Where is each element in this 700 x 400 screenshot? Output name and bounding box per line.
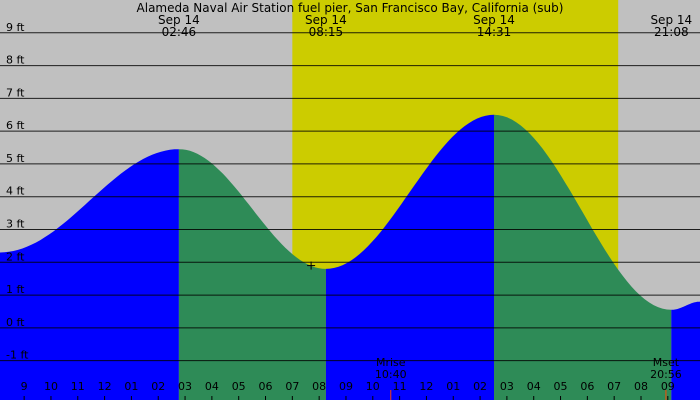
x-tick-label: 09 [661, 380, 675, 393]
y-tick-label: 9 ft [6, 21, 25, 34]
extreme-date: Sep 14 [305, 13, 347, 27]
x-tick-label: 03 [500, 380, 514, 393]
y-tick-label: -1 ft [6, 349, 29, 362]
gridlines [0, 32, 700, 362]
x-tick-label: 03 [178, 380, 192, 393]
current-tide-marker [307, 261, 316, 270]
x-tick-label: 07 [607, 380, 621, 393]
y-tick-label: 0 ft [6, 316, 25, 329]
y-tick-label: 3 ft [6, 218, 25, 231]
moon-event-time: 20:56 [650, 368, 682, 381]
y-tick-label: 6 ft [6, 119, 25, 132]
rising-tide-segment [0, 149, 179, 400]
extreme-date: Sep 14 [473, 13, 515, 27]
x-tick-label: 12 [419, 380, 433, 393]
x-tick-label: 01 [446, 380, 460, 393]
x-tick-label: 06 [259, 380, 273, 393]
moon-event-label: Mrise [376, 356, 406, 369]
x-tick-label: 9 [21, 380, 28, 393]
x-tick-label: 02 [473, 380, 487, 393]
x-tick-label: 07 [285, 380, 299, 393]
y-tick-label: 4 ft [6, 185, 25, 198]
extreme-time: 08:15 [309, 25, 344, 39]
x-tick-label: 04 [205, 380, 219, 393]
x-tick-label: 11 [393, 380, 407, 393]
rising-tide-segment [671, 301, 700, 400]
chart-title: Alameda Naval Air Station fuel pier, San… [137, 1, 564, 15]
extreme-date: Sep 14 [158, 13, 200, 27]
x-tick-label: 06 [580, 380, 594, 393]
tide-curves [0, 114, 700, 400]
moon-event-time: 10:40 [375, 368, 407, 381]
x-tick-label: 04 [527, 380, 541, 393]
moon-event-label: Mset [653, 356, 680, 369]
x-tick-label: 05 [554, 380, 568, 393]
x-tick-label: 10 [366, 380, 380, 393]
x-tick-label: 05 [232, 380, 246, 393]
y-tick-label: 8 ft [6, 54, 25, 67]
y-tick-label: 5 ft [6, 152, 25, 165]
y-tick-label: 7 ft [6, 86, 25, 99]
x-tick-label: 12 [98, 380, 112, 393]
extreme-time: 02:46 [162, 25, 197, 39]
falling-tide-segment [178, 149, 326, 400]
extreme-time: 21:08 [654, 25, 689, 39]
falling-tide-segment [494, 114, 672, 400]
y-tick-label: 1 ft [6, 283, 25, 296]
x-tick-label: 02 [151, 380, 165, 393]
rising-tide-segment [325, 114, 494, 400]
x-tick-label: 08 [312, 380, 326, 393]
extreme-time: 14:31 [477, 25, 512, 39]
x-tick-label: 01 [124, 380, 138, 393]
x-tick-label: 08 [634, 380, 648, 393]
x-tick-label: 10 [44, 380, 58, 393]
y-axis-labels: -1 ft 0 ft 1 ft 2 ft 3 ft 4 ft 5 ft 6 ft 7 ft 8 f… [6, 21, 29, 362]
x-tick-label: 11 [71, 380, 85, 393]
y-tick-label: 2 ft [6, 250, 25, 263]
x-tick-label: 09 [339, 380, 353, 393]
x-axis-hours: 9 10 11 12 01 02 03 04 05 06 07 08 09 10 11 12 01 02 03 04 0… [21, 380, 675, 400]
extreme-date: Sep 14 [650, 13, 692, 27]
